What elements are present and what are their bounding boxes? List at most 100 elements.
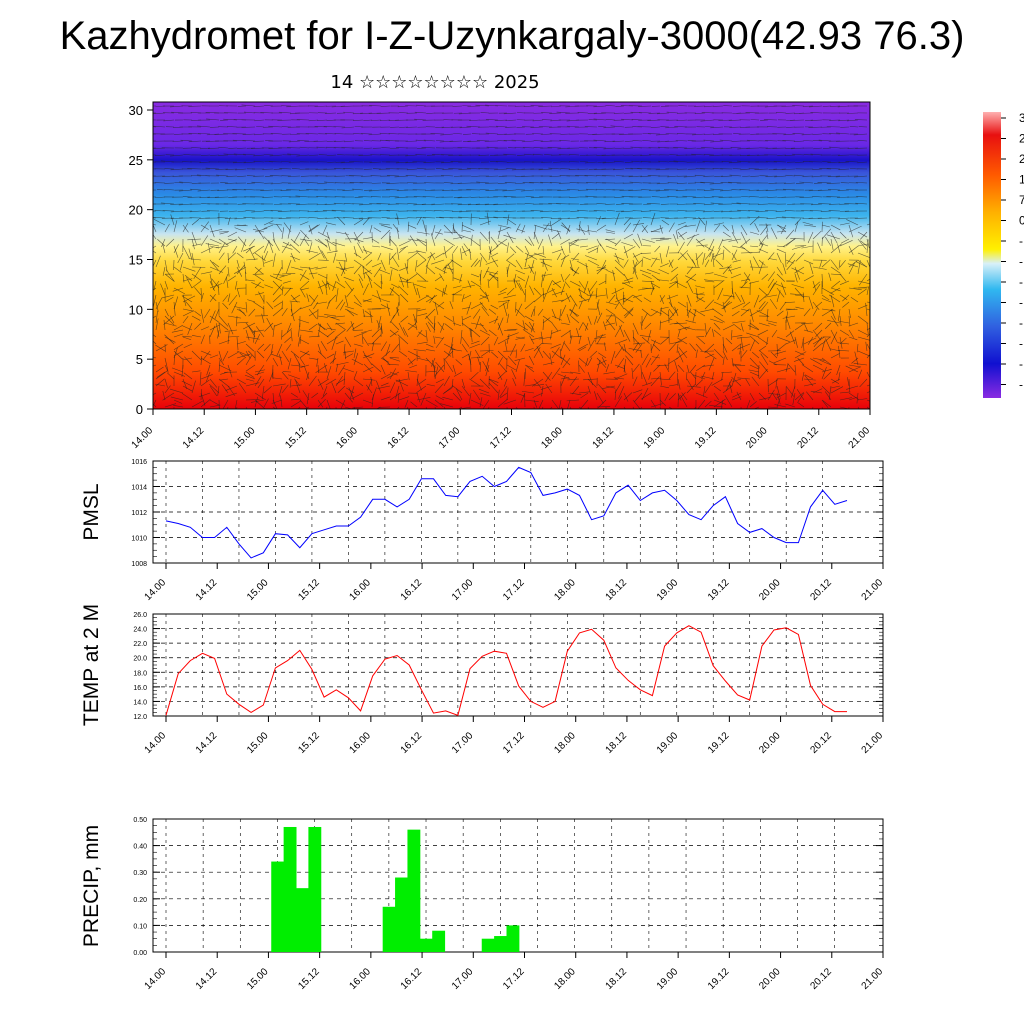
wind-barb: [608, 294, 616, 303]
wind-barb: [209, 273, 213, 286]
wind-barb: [290, 255, 301, 261]
wind-barb: [596, 359, 607, 366]
wind-barb: [722, 336, 725, 351]
wind-barb: [615, 297, 625, 310]
wind-barb: [219, 378, 229, 381]
wind-barb: [170, 214, 175, 226]
wind-barb: [447, 263, 454, 275]
wind-barb: [443, 357, 445, 370]
wind-barb: [677, 378, 681, 390]
wind-barb: [732, 363, 742, 366]
wind-barb: [842, 301, 850, 308]
wind-barb: [153, 287, 157, 291]
wind-barb: [767, 271, 776, 282]
wind-barb: [650, 230, 661, 233]
wind-barb: [676, 343, 679, 353]
wind-barb: [851, 357, 859, 364]
y-tick-label: 18.0: [133, 670, 147, 677]
wind-barb: [188, 133, 202, 135]
wind-barb: [681, 392, 688, 401]
wind-barb: [326, 365, 332, 380]
wind-barb: [506, 299, 509, 310]
wind-barb: [688, 310, 697, 317]
wind-barb: [612, 140, 625, 142]
wind-barb: [478, 388, 490, 394]
wind-barb: [497, 291, 507, 296]
wind-barb: [695, 252, 704, 261]
wind-barb: [326, 330, 335, 338]
wind-barb: [173, 347, 178, 359]
wind-barb: [317, 273, 328, 279]
wind-barb: [425, 210, 436, 212]
x-tick-label: 16.00: [348, 966, 374, 992]
wind-barb: [337, 154, 346, 156]
wind-barb: [602, 385, 616, 389]
wind-barb: [236, 341, 246, 345]
wind-barb: [153, 210, 157, 212]
wind-barb: [767, 406, 779, 408]
x-tick-label: 15.00: [232, 425, 258, 451]
wind-barb: [599, 243, 607, 254]
wind-barb: [549, 175, 562, 178]
wind-barb: [308, 119, 319, 122]
wind-barb: [856, 196, 868, 198]
wind-barb: [236, 308, 245, 314]
wind-barb: [696, 364, 706, 371]
wind-barb: [765, 223, 769, 233]
wind-barb: [589, 350, 598, 358]
wind-barb: [280, 395, 283, 408]
wind-barb: [443, 387, 452, 394]
wind-barb: [837, 189, 850, 191]
wind-barb: [576, 328, 580, 338]
wind-barb: [515, 359, 520, 373]
wind-barb: [317, 182, 328, 185]
wind-barb: [632, 140, 643, 142]
wind-barb: [281, 371, 289, 380]
wind-barb: [605, 308, 616, 316]
wind-barb: [645, 357, 652, 368]
wind-barb: [451, 385, 463, 394]
wind-barb: [207, 196, 220, 199]
wind-barb: [506, 332, 519, 338]
wind-barb: [848, 392, 859, 400]
wind-barb: [225, 238, 238, 245]
wind-barb: [218, 357, 225, 366]
wind-barb: [758, 397, 771, 401]
colorbar-label: -: [1019, 275, 1023, 289]
wind-barb: [164, 188, 175, 191]
wind-barb: [173, 245, 179, 258]
wind-barb: [416, 167, 427, 170]
colorbar-label: 3: [1019, 111, 1024, 125]
wind-barb: [839, 315, 842, 326]
wind-barb: [722, 224, 729, 232]
wind-barb: [182, 378, 188, 390]
wind-barb: [216, 245, 229, 249]
wind-barb: [368, 133, 382, 136]
wind-barb: [363, 354, 373, 359]
wind-barb: [242, 140, 256, 142]
wind-barb: [263, 250, 269, 261]
wind-barb: [749, 308, 754, 322]
wind-barb: [405, 154, 418, 157]
wind-barb: [317, 119, 328, 121]
wind-barb: [190, 188, 202, 191]
wind-barb: [173, 333, 184, 338]
wind-barb: [792, 133, 805, 135]
wind-barb: [466, 125, 481, 128]
wind-barb: [567, 399, 571, 409]
wind-barb: [227, 266, 230, 277]
wind-barb: [695, 238, 705, 248]
wind-barb: [205, 371, 211, 382]
wind-barb: [281, 308, 288, 317]
wind-barb: [191, 238, 195, 250]
wind-barb: [362, 270, 372, 275]
wind-barb: [261, 313, 265, 324]
wind-barb: [227, 315, 242, 319]
colorbar-label: -: [1019, 337, 1023, 351]
wind-barb: [830, 287, 841, 294]
x-tick-label: 19.00: [655, 966, 681, 992]
wind-barb: [222, 302, 229, 310]
wind-barb: [577, 168, 589, 170]
